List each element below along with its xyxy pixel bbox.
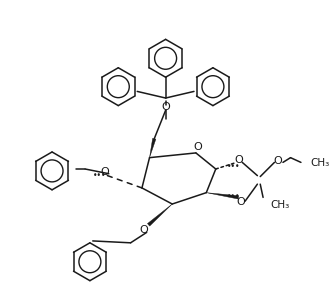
Text: CH₃: CH₃ [310, 158, 329, 168]
Text: •••: ••• [93, 171, 106, 180]
Polygon shape [147, 204, 172, 226]
Text: O: O [161, 102, 170, 112]
Polygon shape [149, 138, 156, 158]
Text: •••: ••• [227, 192, 240, 201]
Polygon shape [206, 193, 239, 199]
Text: •••: ••• [227, 162, 240, 171]
Text: O: O [234, 155, 243, 165]
Text: O: O [274, 156, 283, 166]
Text: CH₃: CH₃ [271, 200, 290, 210]
Text: O: O [139, 225, 148, 235]
Text: O: O [101, 167, 110, 177]
Text: O: O [236, 197, 245, 207]
Text: O: O [193, 142, 202, 152]
